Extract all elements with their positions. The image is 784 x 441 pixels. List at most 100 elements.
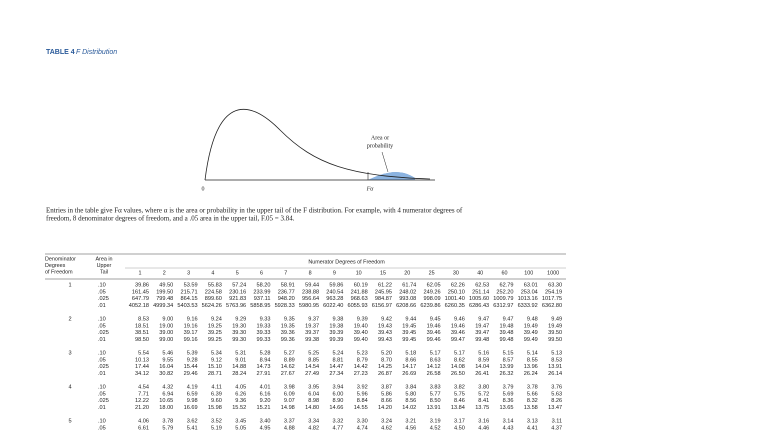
f-value: 984.87 [375,296,392,302]
description: Entries in the table give Fα values, whe… [46,207,463,215]
f-value: 6239.86 [420,303,440,309]
f-value: 28.24 [232,371,246,377]
f-value: 921.83 [229,296,246,302]
f-value: 9.39 [357,316,368,322]
f-value: 5.79 [162,425,173,431]
f-value: 15.44 [184,364,198,370]
f-value: 99.40 [354,337,368,343]
f-value: 4.19 [187,384,198,390]
f-value: 5.16 [478,350,489,356]
f-value: 5624.26 [202,303,222,309]
f-value: 9.20 [260,398,271,404]
f-value: 8.56 [405,398,416,404]
f-value: 4.06 [138,418,149,424]
f-value: 9.16 [187,316,198,322]
f-value: 5.15 [503,350,514,356]
f-value: 5.72 [478,391,489,397]
f-value: 6.26 [235,391,246,397]
f-value: 5.86 [381,391,392,397]
f-value: 252.20 [496,289,513,295]
f-value: 8.55 [527,357,538,363]
f-value: 8.94 [260,357,271,363]
f-value: 26.58 [427,371,441,377]
f-value: 99.46 [427,337,441,343]
f-value: 8.53 [551,357,562,363]
f-value: 16.69 [184,405,198,411]
f-value: 5.75 [454,391,465,397]
f-value: 8.89 [284,357,295,363]
f-value: 13.58 [524,405,538,411]
table-label: TABLE 4 [46,49,75,56]
f-value: 99.33 [257,337,271,343]
column-header: 6 [260,270,263,276]
f-value: 59.86 [329,282,343,288]
tail-value: .10 [98,384,106,390]
f-value: 19.25 [208,323,222,329]
f-value: 5.54 [138,350,149,356]
f-value: 4.37 [551,425,562,431]
f-value: 5.28 [260,350,271,356]
f-value: 4.54 [138,384,149,390]
f-value: 9.28 [187,357,198,363]
f-value: 19.35 [281,323,295,329]
f-value: 61.22 [378,282,392,288]
f-value: 4.32 [162,384,173,390]
f-value: 8.41 [478,398,489,404]
f-value: 6312.97 [493,303,513,309]
f-value: 3.19 [430,418,441,424]
f-value: 14.04 [475,364,489,370]
f-value: 19.38 [329,323,343,329]
tail-value: .10 [98,282,106,288]
f-value: 34.12 [135,371,149,377]
f-value: 3.76 [551,384,562,390]
f-value: 5.24 [333,350,344,356]
f-value: 99.48 [500,337,514,343]
density-curve [204,108,431,181]
f-value: 864.15 [180,296,197,302]
tail-value: .01 [98,405,106,411]
f-value: 14.17 [402,364,416,370]
f-value: 6362.80 [542,303,562,309]
f-value: 39.37 [305,330,319,336]
f-value: 251.14 [472,289,489,295]
f-value: 13.96 [524,364,538,370]
f-value: 5.34 [211,350,222,356]
df-label: 1 [68,282,71,288]
f-value: 3.78 [527,384,538,390]
f-value: 8.57 [503,357,514,363]
f-value: 5.66 [527,391,538,397]
f-value: 4.01 [260,384,271,390]
f-value: 3.62 [187,418,198,424]
df-label: 2 [68,316,71,322]
f-value: 5.69 [503,391,514,397]
f-value: 39.46 [427,330,441,336]
f-value: 26.50 [451,371,465,377]
f-value: 5.18 [405,350,416,356]
f-value: 99.49 [524,337,538,343]
f-value: 9.35 [284,316,295,322]
f-value: 8.84 [357,398,368,404]
f-value: 19.49 [524,323,538,329]
f-value: 14.73 [257,364,271,370]
f-value: 899.60 [205,296,222,302]
f-value: 19.46 [427,323,441,329]
f-value: 19.33 [257,323,271,329]
f-value: 27.67 [281,371,295,377]
f-value: 99.36 [281,337,295,343]
f-value: 62.79 [500,282,514,288]
f-value: 6055.93 [347,303,367,309]
f-value: 39.17 [184,330,198,336]
f-value: 39.49 [524,330,538,336]
f-value: 4.05 [235,384,246,390]
f-value: 18.00 [159,405,173,411]
f-value: 99.43 [378,337,392,343]
f-value: 5.23 [357,350,368,356]
f-value: 5.27 [284,350,295,356]
f-value: 15.98 [208,405,222,411]
f-value: 8.81 [333,357,344,363]
f-value: 14.80 [305,405,319,411]
f-value: 98.50 [135,337,149,343]
f-value: 14.62 [281,364,295,370]
f-value: 39.45 [402,330,416,336]
f-value: 39.43 [378,330,392,336]
